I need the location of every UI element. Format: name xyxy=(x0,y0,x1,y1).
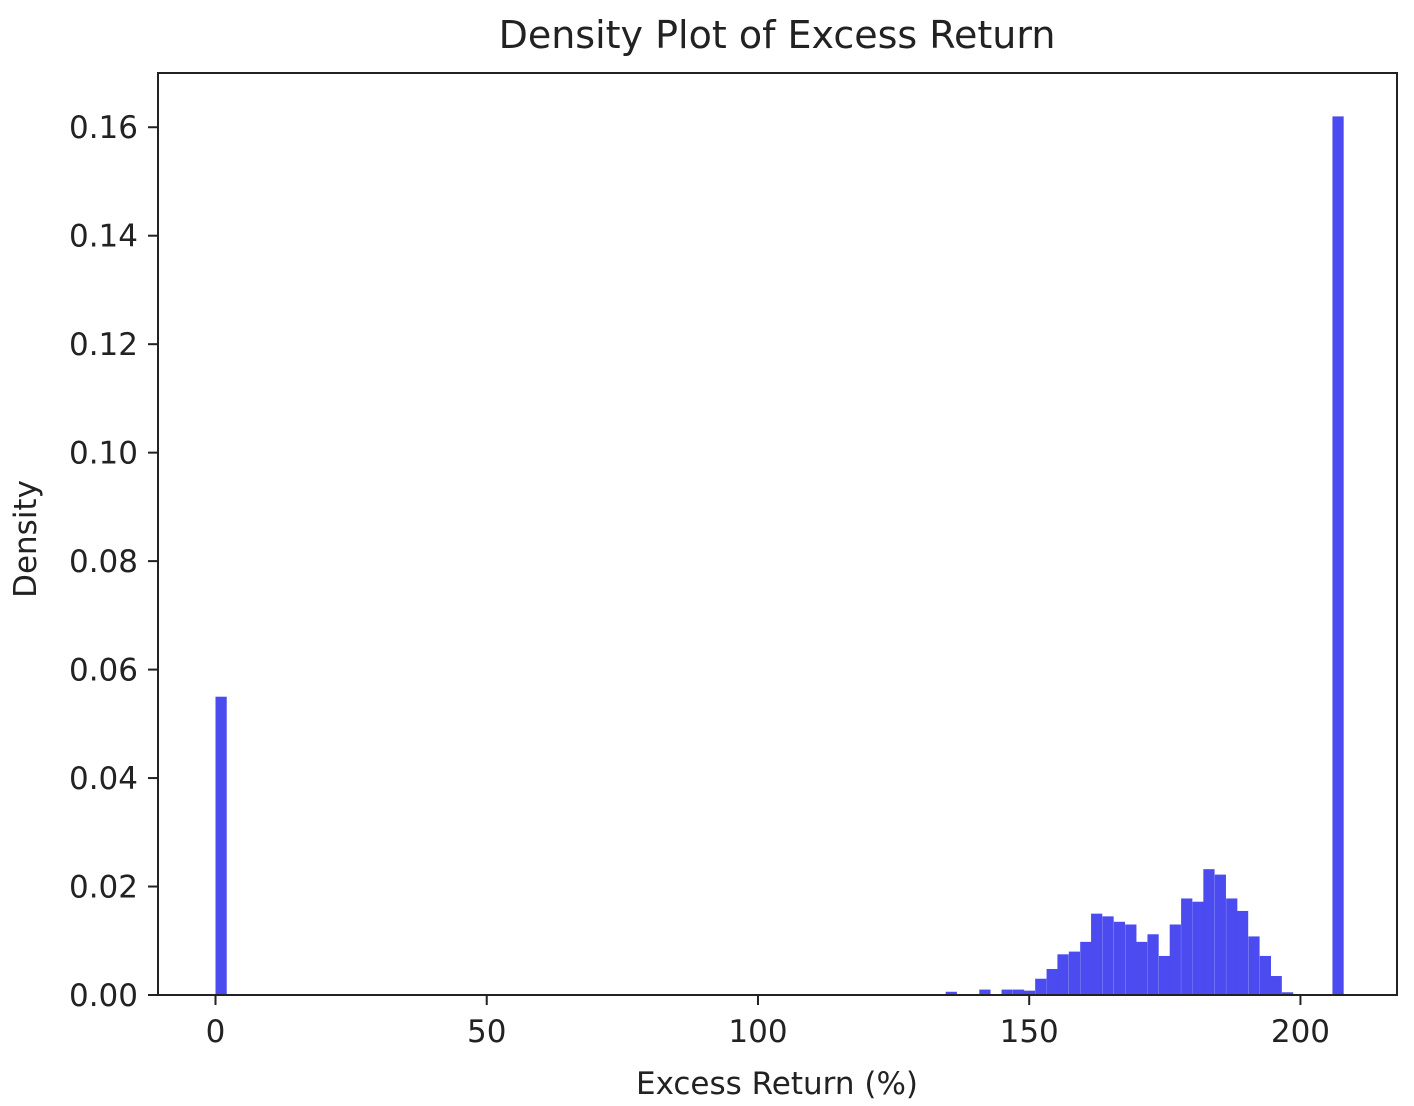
histogram-bar xyxy=(1147,934,1159,995)
histogram-bar xyxy=(1158,955,1171,995)
y-tick-label: 0.00 xyxy=(69,978,138,1014)
histogram-bar xyxy=(1270,976,1282,995)
x-axis-ticks: 0 50 100 150 200 xyxy=(206,995,1330,1050)
histogram-bar xyxy=(215,696,227,995)
y-tick-label: 0.06 xyxy=(69,653,138,689)
histogram-bar xyxy=(1046,968,1058,995)
x-tick-label: 100 xyxy=(728,1014,787,1050)
histogram-bar xyxy=(1203,869,1215,995)
x-tick-label: 150 xyxy=(1000,1014,1059,1050)
histogram-bar xyxy=(1023,990,1036,995)
histogram-bar xyxy=(1113,921,1126,995)
histogram-bar xyxy=(1248,936,1260,995)
histogram-bar xyxy=(979,989,991,995)
histogram-bar xyxy=(1080,941,1092,995)
x-tick-label: 50 xyxy=(467,1014,506,1050)
histogram-bar xyxy=(1214,874,1226,995)
histogram-bar xyxy=(1057,954,1069,995)
histogram-bar xyxy=(1192,901,1204,995)
y-tick-label: 0.02 xyxy=(69,870,138,906)
y-tick-label: 0.12 xyxy=(69,327,138,363)
x-axis-label: Excess Return (%) xyxy=(636,1066,918,1102)
histogram-bar xyxy=(945,991,957,995)
histogram-bar xyxy=(1035,978,1047,995)
histogram-bar xyxy=(1102,916,1114,995)
histogram-bar xyxy=(1236,910,1249,995)
y-tick-label: 0.10 xyxy=(69,436,138,472)
y-axis-ticks: 0.00 0.02 0.04 0.06 0.08 0.10 0.12 0.14 0.16 xyxy=(69,110,158,1014)
histogram-bar xyxy=(1332,116,1344,995)
histogram-bar xyxy=(1125,924,1137,995)
histogram-bar xyxy=(1169,924,1181,995)
histogram-bar xyxy=(1282,992,1294,995)
y-tick-label: 0.08 xyxy=(69,544,138,580)
y-tick-label: 0.14 xyxy=(69,219,138,255)
bars-layer xyxy=(215,116,1344,995)
histogram-bar xyxy=(1136,941,1148,995)
histogram-bar xyxy=(1001,989,1013,995)
histogram-bar xyxy=(1012,989,1025,995)
y-tick-label: 0.04 xyxy=(69,761,138,797)
x-tick-label: 200 xyxy=(1271,1014,1330,1050)
histogram-bar xyxy=(1259,955,1271,995)
y-axis-label: Density xyxy=(8,480,44,598)
histogram-bar xyxy=(1226,898,1238,995)
histogram-bar xyxy=(1091,913,1103,995)
histogram-bar xyxy=(1068,951,1081,995)
y-tick-label: 0.16 xyxy=(69,110,138,146)
chart-title: Density Plot of Excess Return xyxy=(499,13,1056,57)
plot-frame xyxy=(157,72,1398,996)
x-tick-label: 0 xyxy=(206,1014,226,1050)
plot-area xyxy=(158,73,1397,995)
histogram-bar xyxy=(1181,898,1193,995)
